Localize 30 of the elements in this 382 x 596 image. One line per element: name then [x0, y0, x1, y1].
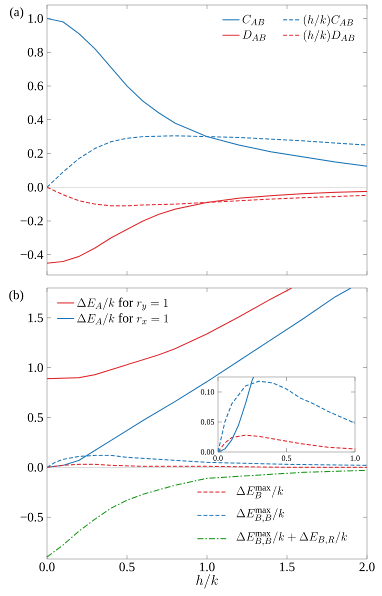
y-tick-label: 0.0 [28, 182, 43, 192]
y-tick-label: 1.5 [28, 314, 43, 322]
y-tick-label: 0.2 [28, 149, 43, 158]
y-tick-label: 0.0 [28, 462, 43, 472]
legend-label: $(h/k)C_{AB}$ [304, 14, 354, 27]
x-axis-title: $h/k$ [196, 574, 218, 588]
y-tick-label: 1.0 [28, 14, 43, 23]
y-tick-label: 0.5 [28, 413, 43, 422]
y-tick-label: −0.4 [20, 250, 44, 260]
y-tick-label: −0.5 [20, 512, 43, 522]
legend-label: $D_{AB}$ [242, 30, 266, 41]
y-tick-label: −0.2 [20, 216, 43, 226]
y-tick-label: 0.6 [28, 82, 44, 90]
y-tick-label: 1.0 [28, 363, 43, 372]
chart-title: (b) [9, 290, 24, 302]
y-tick-label: 0.8 [28, 48, 43, 57]
x-tick-label: 0.5 [119, 562, 135, 572]
legend-label: $(h/k)D_{AB}$ [304, 30, 354, 42]
legend-label: $\Delta E_{B,B}^{\mathrm{max}}/k + \Delta E_{B,R}/k$ [236, 532, 347, 546]
legend-label: $\Delta E_A/k\mathrm{\ for\ }r_x = 1$ [77, 313, 168, 326]
legend-label: $\Delta E_B^{\mathrm{max}}/k$ [236, 486, 284, 498]
y-tick-label: 0.4 [28, 115, 44, 124]
x-tick-label: 2.0 [359, 562, 375, 572]
line-series [218, 434, 356, 452]
legend-label: $\Delta E_{B,B}^{\mathrm{max}}/k$ [236, 508, 284, 522]
legend-label: $\Delta E_A/k\mathrm{\ for\ }r_y = 1$ [77, 298, 168, 310]
chart-title: (a) [10, 7, 24, 19]
legend-label: $C_{AB}$ [242, 14, 264, 26]
x-tick-label: 0.0 [39, 562, 55, 572]
x-tick-label: 1.5 [280, 562, 295, 572]
